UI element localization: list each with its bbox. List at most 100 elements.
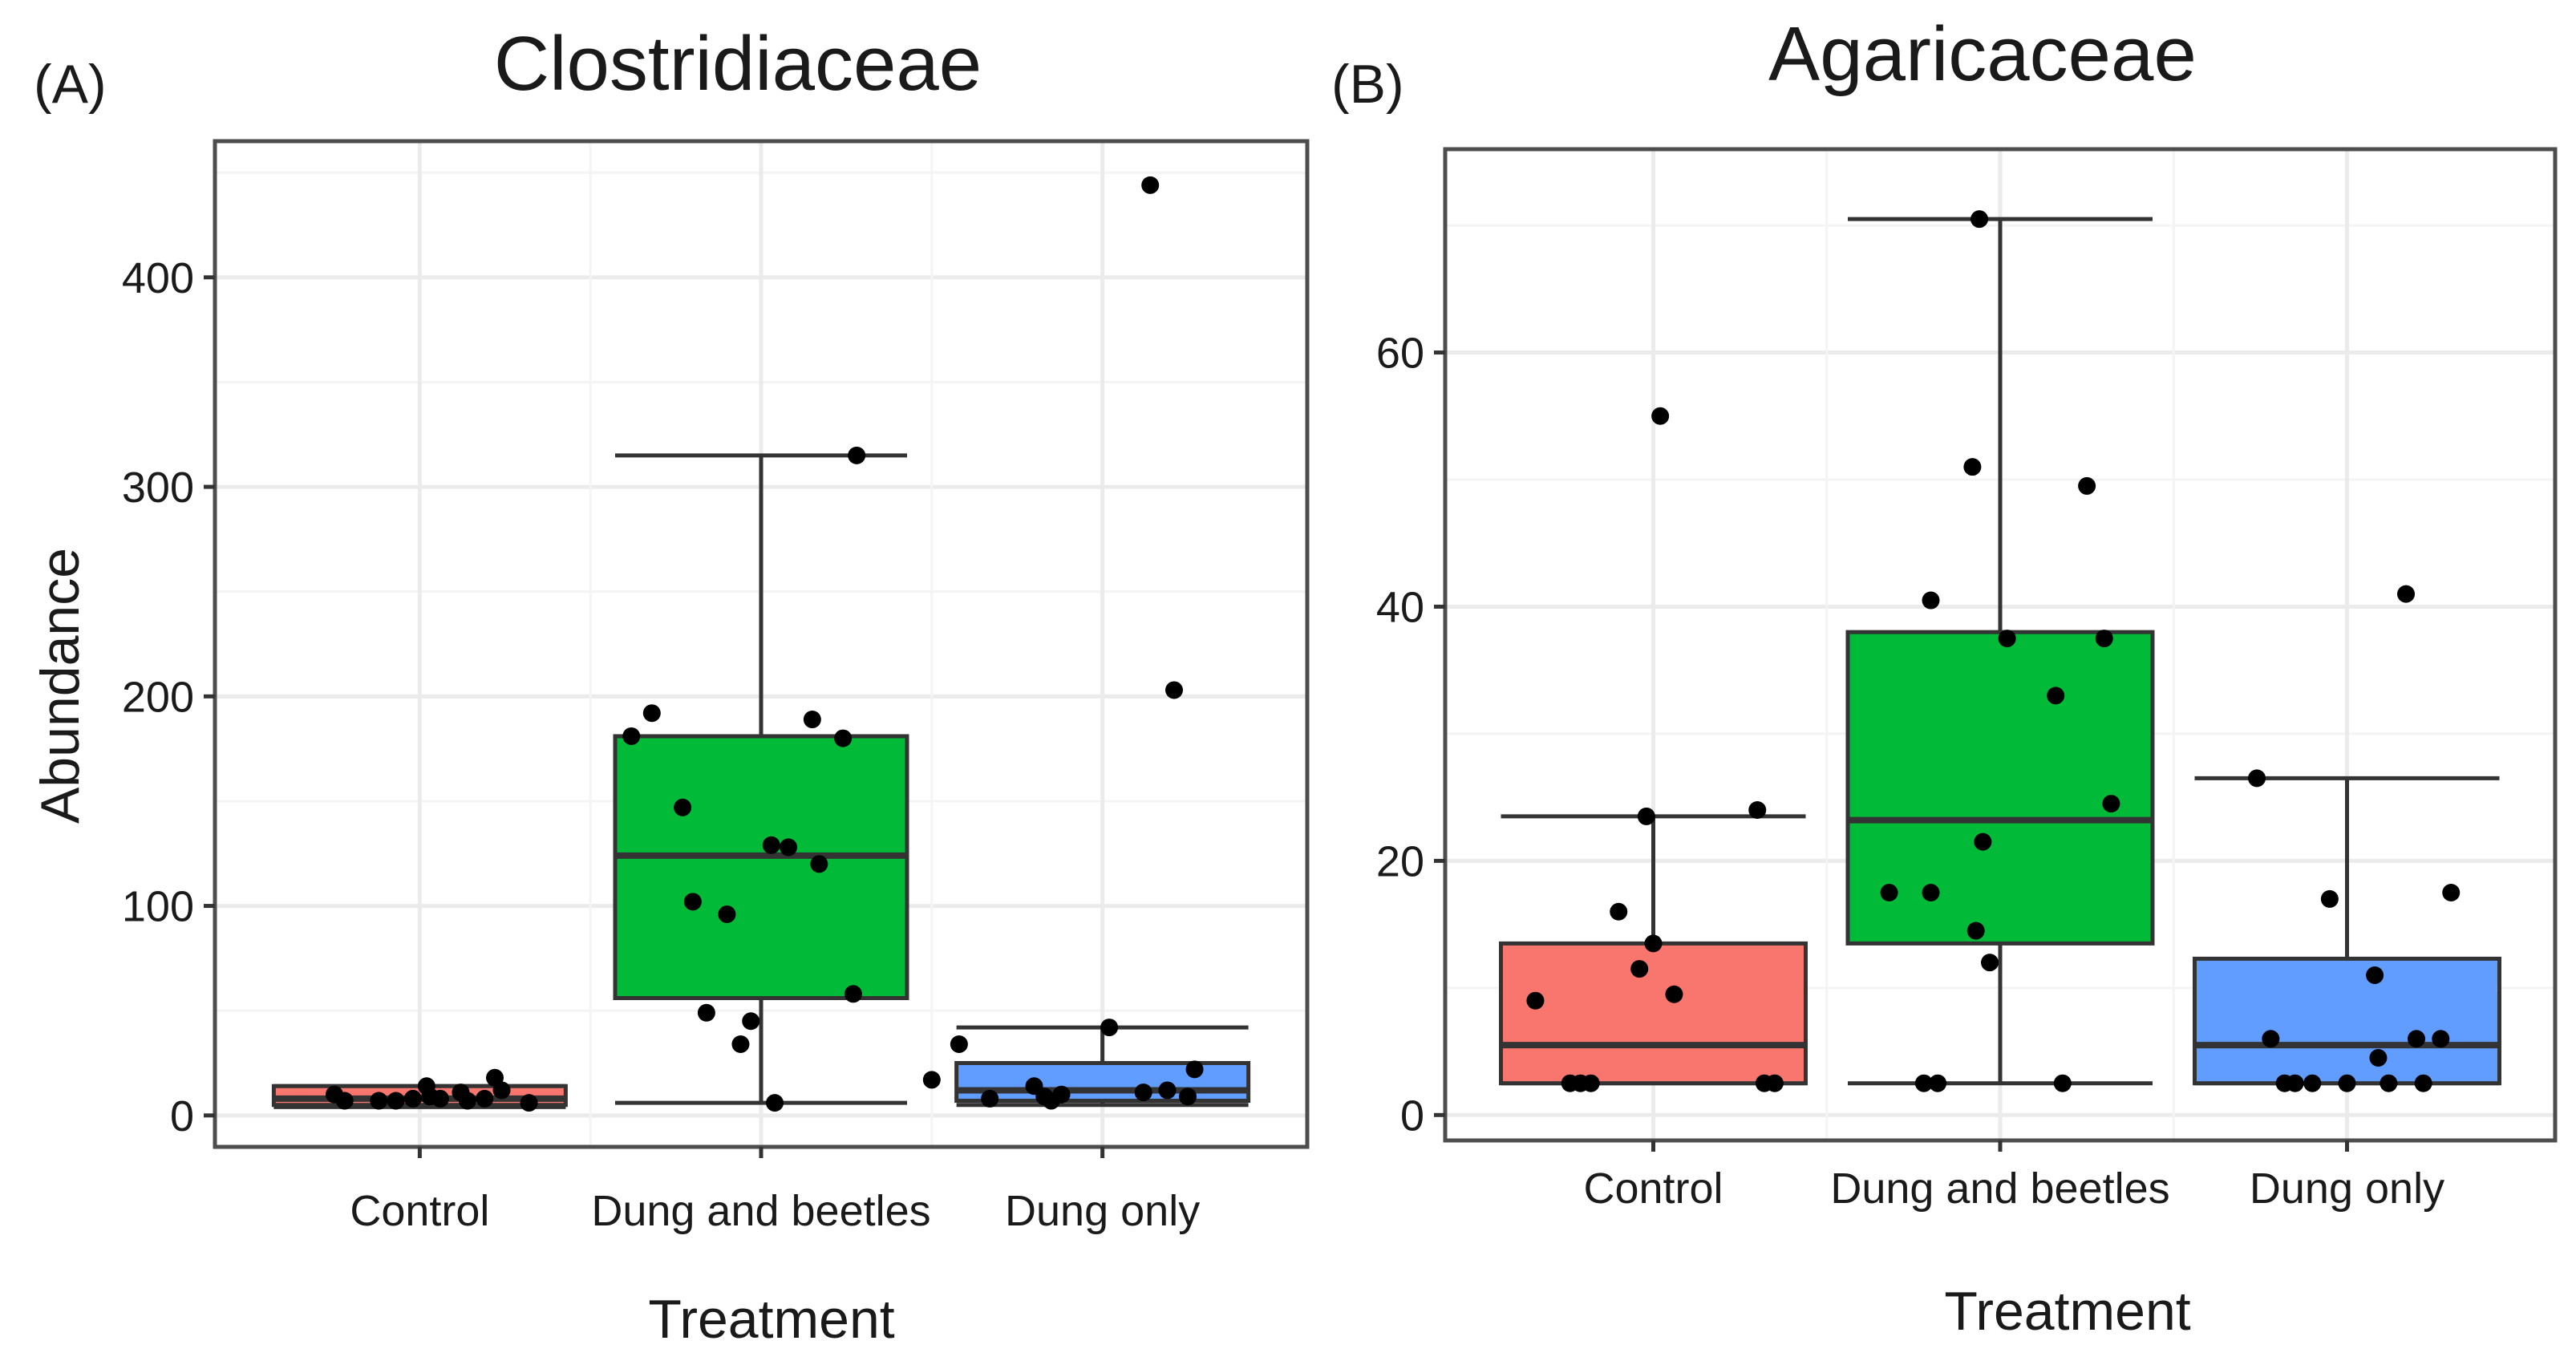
x-tick-label: Dung and beetles — [1830, 1165, 2169, 1213]
data-point — [2408, 1030, 2425, 1048]
box-iqr — [613, 734, 909, 1001]
data-point — [2286, 1074, 2304, 1092]
x-tick-label: Dung only — [1005, 1187, 1200, 1235]
y-tick-label: 60 — [1376, 330, 1424, 378]
data-point — [2442, 884, 2461, 901]
data-point — [731, 1035, 750, 1053]
box-iqr — [1499, 941, 1808, 1086]
data-point — [848, 446, 866, 464]
data-point — [697, 1003, 715, 1022]
data-point — [1165, 681, 1184, 699]
x-tick-label: Control — [1583, 1165, 1723, 1213]
data-point — [2102, 795, 2120, 813]
data-point — [950, 1035, 968, 1053]
box-iqr — [1845, 630, 2155, 946]
box-iqr — [2193, 956, 2501, 1086]
data-point — [1526, 991, 1545, 1010]
data-point — [417, 1077, 435, 1096]
data-point — [1100, 1019, 1119, 1037]
data-point — [780, 838, 798, 857]
x-tick-label: Control — [350, 1187, 489, 1235]
box-iqr — [954, 1061, 1251, 1104]
data-point — [1963, 458, 1982, 476]
data-point — [1665, 985, 1683, 1003]
data-point — [1651, 407, 1670, 425]
data-point — [2369, 1049, 2388, 1067]
boxplot-dung-and-beetles — [1845, 210, 2155, 1092]
data-point — [844, 985, 862, 1003]
data-point — [1141, 176, 1160, 194]
data-point — [2414, 1074, 2432, 1092]
data-point — [1922, 884, 1940, 901]
panel-b: (B) Agaricaceae 0 20 40 60 Control Dung and b… — [1331, 11, 2558, 1342]
data-point — [1966, 921, 1985, 940]
data-point — [1158, 1081, 1177, 1100]
data-point — [1052, 1085, 1071, 1104]
data-point — [2262, 1030, 2280, 1048]
data-point — [834, 729, 853, 747]
data-point — [1630, 960, 1649, 978]
data-point — [2320, 889, 2339, 908]
data-point — [742, 1012, 760, 1031]
x-tick-label: Dung only — [2250, 1165, 2444, 1213]
data-point — [683, 893, 702, 911]
data-point — [1914, 1074, 1933, 1092]
data-point — [2248, 769, 2266, 788]
y-tick-label: 200 — [122, 673, 194, 721]
data-point — [2338, 1074, 2356, 1092]
data-point — [1610, 902, 1628, 921]
data-point — [810, 855, 828, 873]
data-point — [2397, 585, 2416, 603]
x-tick-label: Dung and beetles — [591, 1187, 930, 1235]
data-point — [335, 1092, 354, 1110]
data-point — [2095, 630, 2113, 648]
data-point — [762, 836, 780, 854]
y-tick-label: 100 — [122, 883, 194, 931]
panel-b-title: Agaricaceae — [1768, 11, 2197, 97]
data-point — [1582, 1074, 1600, 1092]
panel-a-boxplots — [271, 176, 1251, 1112]
data-point — [674, 798, 692, 816]
data-point — [766, 1094, 784, 1112]
y-tick-label: 0 — [1400, 1092, 1424, 1140]
data-point — [370, 1092, 388, 1110]
y-tick-label: 40 — [1376, 583, 1424, 631]
data-point — [403, 1089, 422, 1108]
data-point — [1970, 210, 1989, 229]
data-point — [1644, 934, 1663, 953]
data-point — [431, 1089, 449, 1108]
boxplot-control — [271, 1068, 568, 1112]
boxplot-control — [1499, 407, 1808, 1092]
panel-a-axes: 0 100 200 300 400 Control Dung and beetles Dung… — [122, 254, 1200, 1235]
data-point — [2380, 1074, 2398, 1092]
boxplot-dung-only — [922, 176, 1251, 1110]
y-tick-label: 300 — [122, 464, 194, 512]
data-point — [2303, 1074, 2322, 1092]
panel-b-axes: 0 20 40 60 Control Dung and beetles Dung only — [1376, 330, 2444, 1213]
boxplot-dung-and-beetles — [613, 446, 909, 1112]
data-point — [922, 1071, 941, 1089]
data-point — [1748, 801, 1767, 819]
data-point — [1880, 884, 1898, 901]
boxplot-dung-only — [2193, 585, 2501, 1092]
data-point — [387, 1092, 405, 1110]
y-tick-label: 0 — [170, 1092, 194, 1140]
data-point — [2432, 1030, 2450, 1048]
data-point — [1981, 954, 1999, 972]
data-point — [803, 711, 821, 729]
data-point — [1637, 807, 1655, 825]
panel-b-letter: (B) — [1331, 54, 1404, 115]
data-point — [476, 1089, 494, 1108]
data-point — [1134, 1083, 1152, 1102]
data-point — [642, 704, 661, 723]
data-point — [2053, 1074, 2072, 1092]
data-point — [520, 1094, 538, 1112]
data-point — [458, 1092, 476, 1110]
panel-b-boxplots — [1499, 210, 2501, 1092]
data-point — [2078, 476, 2096, 495]
y-tick-label: 20 — [1376, 837, 1424, 885]
data-point — [1929, 1074, 1947, 1092]
data-point — [1765, 1074, 1784, 1092]
data-point — [1998, 630, 2016, 648]
